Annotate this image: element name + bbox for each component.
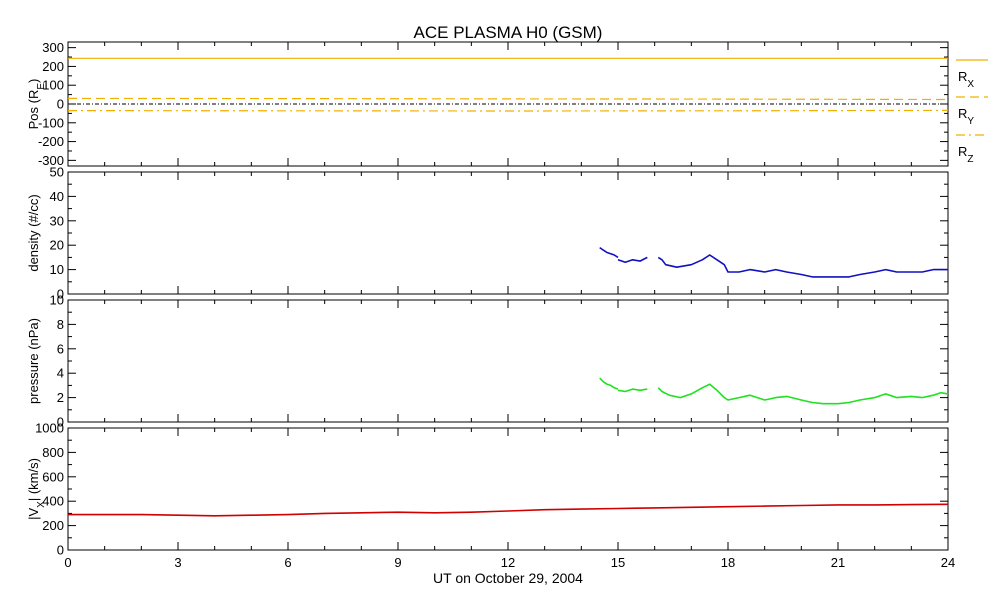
x-tick-label: 0 (64, 555, 71, 570)
y-tick-label: 100 (42, 78, 64, 93)
y-tick-label: 4 (57, 366, 64, 381)
y-tick-label: 200 (42, 518, 64, 533)
series-rz (67, 109, 949, 112)
x-tick-label: 18 (721, 555, 735, 570)
y-tick-label: 300 (42, 40, 64, 55)
y-tick-label: -300 (38, 153, 64, 168)
density-trace (599, 246, 619, 259)
y-tick-label: -100 (38, 115, 64, 130)
y-tick-label: 0 (57, 543, 64, 558)
density-ylabel: density (#/cc) (26, 194, 41, 271)
y-tick-label: 8 (57, 317, 64, 332)
y-tick-label: 1000 (35, 421, 64, 436)
y-tick-label: -200 (38, 134, 64, 149)
y-tick-label: 6 (57, 341, 64, 356)
pressure-trace (599, 377, 619, 390)
y-tick-label: 600 (42, 469, 64, 484)
y-tick-label: 50 (50, 165, 64, 180)
density-frame (67, 171, 949, 295)
y-tick-label: 0 (57, 97, 64, 112)
x-tick-label: 15 (611, 555, 625, 570)
x-tick-label: 9 (394, 555, 401, 570)
panel-density: 0 10 20 30 40 50 density (#/cc) (26, 165, 949, 302)
y-tick-label: 2 (57, 390, 64, 405)
y-tick-label: 400 (42, 494, 64, 509)
position-legend: RX RY RZ (956, 59, 988, 165)
legend-label-y: RY (958, 106, 974, 127)
density-trace (617, 256, 648, 264)
panel-velocity: 0 200 400 600 800 1000 |VX| (km/s) (26, 421, 949, 558)
x-axis-label: UT on October 29, 2004 (433, 570, 583, 586)
x-tick-label: 6 (284, 555, 291, 570)
x-tick-label: 12 (501, 555, 515, 570)
y-tick-label: 20 (50, 238, 64, 253)
y-tick-label: 0 (57, 287, 64, 302)
pressure-ylabel: pressure (nPa) (26, 318, 41, 404)
y-tick-label: 10 (50, 293, 64, 308)
legend-label-x: RX (958, 69, 974, 90)
legend-label-z: RZ (958, 144, 974, 165)
y-tick-label: 10 (50, 262, 64, 277)
y-tick-label: 30 (50, 213, 64, 228)
position-ylabel: Pos (RE) (26, 79, 47, 130)
chart-title: ACE PLASMA H0 (GSM) (414, 23, 603, 42)
velocity-frame (67, 427, 949, 551)
x-tick-label: 21 (831, 555, 845, 570)
x-tick-label: 24 (941, 555, 955, 570)
y-tick-label: 0 (57, 415, 64, 430)
series-ry (67, 97, 949, 101)
velocity-ylabel: |VX| (km/s) (26, 458, 47, 520)
y-tick-label: 800 (42, 445, 64, 460)
panel-position: -300 -200 -100 0 100 200 300 Pos (RE) (26, 40, 949, 168)
velocity-trace (68, 503, 949, 517)
pressure-trace (657, 383, 949, 405)
y-tick-label: 200 (42, 59, 64, 74)
x-axis: 0 3 6 9 12 15 18 21 24 (64, 555, 955, 570)
pressure-trace (617, 388, 648, 393)
y-tick-label: 40 (50, 189, 64, 204)
density-trace (657, 254, 948, 278)
x-tick-label: 3 (174, 555, 181, 570)
panel-pressure: 0 2 4 6 8 10 pressure (nPa) (26, 293, 949, 430)
